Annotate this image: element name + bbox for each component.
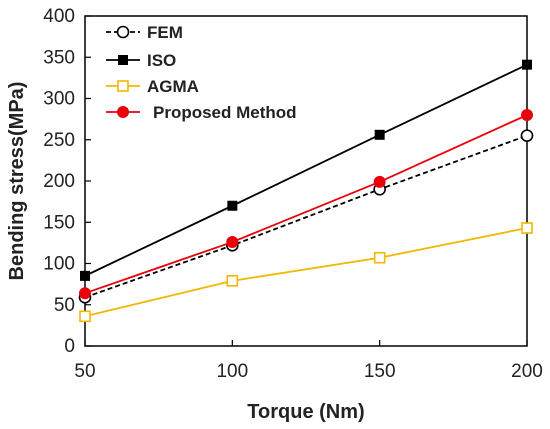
y-axis-title: Bending stress(MPa) (6, 82, 28, 281)
filled-square-marker (227, 200, 238, 211)
filled-square-marker (374, 129, 385, 140)
filled-circle-marker (79, 287, 91, 300)
filled-circle-marker (117, 106, 129, 118)
x-tick-label: 200 (511, 361, 543, 382)
legend-item: Proposed Method (106, 103, 297, 122)
filled-square-marker (118, 55, 128, 65)
y-tick-label: 200 (43, 171, 75, 192)
filled-square-marker (522, 59, 532, 70)
x-tick-label: 100 (216, 361, 248, 382)
legend-label: Proposed Method (153, 103, 297, 122)
y-tick-label: 400 (43, 6, 75, 27)
open-circle-marker (116, 25, 130, 39)
y-tick-label: 150 (43, 212, 75, 233)
legend-label: FEM (147, 23, 183, 42)
y-tick-label: 350 (43, 47, 75, 68)
series-fem (78, 129, 534, 304)
y-tick-label: 0 (64, 336, 75, 357)
series-line (84, 63, 528, 277)
series-iso (80, 59, 532, 281)
open-square-marker (521, 222, 533, 234)
series-line (84, 134, 528, 299)
filled-square-marker (80, 270, 90, 281)
open-square-marker (79, 310, 91, 323)
y-tick-label: 100 (43, 254, 75, 275)
filled-circle-marker (521, 109, 533, 121)
legend-item: ISO (106, 51, 176, 70)
legend-item: FEM (106, 23, 183, 42)
legend-label: AGMA (147, 77, 199, 96)
x-tick-label: 50 (74, 361, 95, 382)
series-layer (78, 59, 534, 323)
series-proposed-method (79, 109, 533, 300)
y-axis: 0 50 100 150 200 250 300 350 400 (43, 6, 91, 357)
legend: FEM ISO AGMA Proposed Method (106, 23, 297, 122)
x-tick-label: 150 (364, 361, 396, 382)
series-line (84, 114, 528, 295)
series-agma (79, 222, 533, 323)
y-tick-label: 300 (43, 89, 75, 110)
open-square-marker (117, 80, 129, 92)
filled-circle-marker (226, 236, 239, 249)
open-square-marker (373, 251, 386, 264)
legend-item: AGMA (106, 77, 199, 96)
legend-label: ISO (147, 51, 176, 70)
x-axis-title: Torque (Nm) (247, 401, 364, 423)
y-tick-label: 50 (54, 295, 75, 316)
open-square-marker (226, 275, 239, 287)
open-circle-marker (520, 129, 534, 142)
filled-circle-marker (373, 175, 386, 188)
series-line (84, 227, 528, 318)
x-axis: 50 100 150 200 (74, 340, 543, 382)
y-tick-label: 250 (43, 130, 75, 151)
